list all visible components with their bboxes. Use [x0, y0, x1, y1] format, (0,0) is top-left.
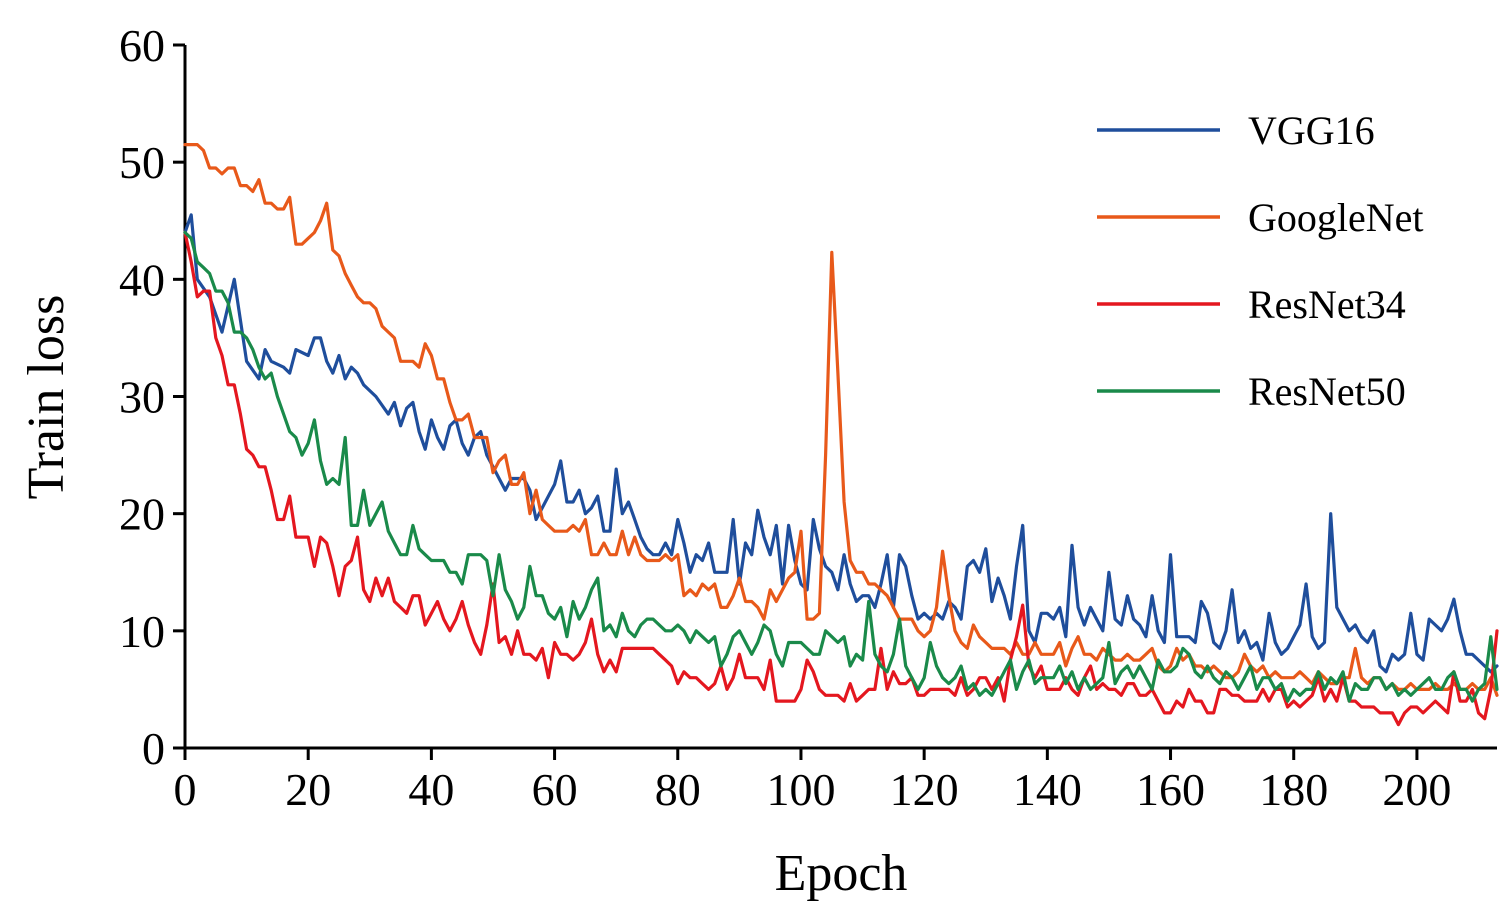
y-tick-label: 0	[142, 723, 165, 774]
y-tick-label: 30	[119, 372, 165, 423]
series-line-resnet50	[183, 230, 1499, 703]
x-axis-title: Epoch	[775, 845, 908, 902]
y-axis-title: Train loss	[18, 295, 75, 500]
legend-label-vgg16: VGG16	[1248, 108, 1375, 153]
series-line-googlenet	[183, 143, 1499, 697]
y-ticks: 0 10 20 30 40 50 60	[119, 20, 185, 774]
y-tick-label: 60	[119, 20, 165, 71]
x-tick-label: 40	[408, 764, 454, 815]
y-tick-label: 50	[119, 137, 165, 188]
x-tick-label: 0	[174, 764, 197, 815]
x-tick-label: 20	[285, 764, 331, 815]
legend-label-resnet34: ResNet34	[1248, 282, 1406, 327]
y-tick-label: 10	[119, 606, 165, 657]
x-tick-label: 120	[890, 764, 959, 815]
y-tick-label: 20	[119, 489, 165, 540]
x-tick-label: 160	[1136, 764, 1205, 815]
x-tick-label: 200	[1382, 764, 1451, 815]
legend: VGG16 GoogleNet ResNet34 ResNet50	[1097, 108, 1424, 414]
series-line-vgg16	[183, 213, 1499, 674]
series-group	[183, 143, 1499, 727]
y-tick-label: 40	[119, 254, 165, 305]
series-line-resnet34	[183, 230, 1499, 727]
x-tick-label: 60	[532, 764, 578, 815]
legend-label-resnet50: ResNet50	[1248, 369, 1406, 414]
x-tick-label: 100	[766, 764, 835, 815]
legend-label-googlenet: GoogleNet	[1248, 195, 1424, 240]
x-tick-label: 140	[1013, 764, 1082, 815]
x-ticks: 0 20 40 60 80 100 120 140 160 180 200	[174, 748, 1451, 815]
x-tick-label: 80	[655, 764, 701, 815]
x-tick-label: 180	[1259, 764, 1328, 815]
